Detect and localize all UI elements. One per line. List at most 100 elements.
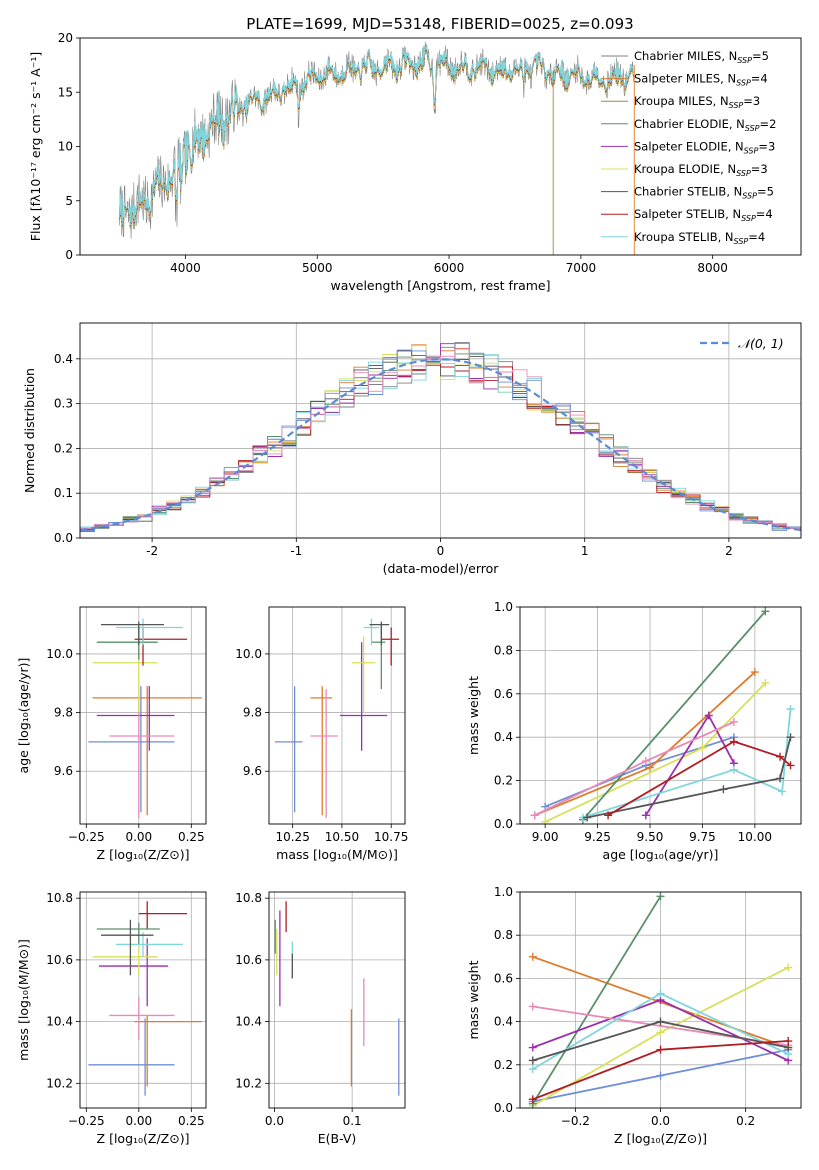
legend-suffix: =4 [756,207,773,221]
data-point [88,1018,175,1096]
y-tick-label: 9.8 [243,706,262,720]
x-tick-label: 10.75 [374,830,408,844]
x-tick-label: −0.2 [561,1114,590,1128]
data-point [339,642,388,751]
y-tick-label: 1.0 [494,600,513,614]
data-point [92,639,158,713]
y-tick-label: 0.3 [54,397,73,411]
legend-sub: SSP [729,101,744,110]
data-point [109,996,175,1041]
x-axis-label: (data-model)/error [383,561,500,576]
legend-sub: SSP [736,79,751,88]
y-tick-label: 0 [65,248,73,262]
x-axis-label: Z [log₁₀(Z/Z⊙)] [97,847,190,862]
x-tick-label: 0.0 [265,1114,284,1128]
y-tick-label: 10.0 [46,647,73,661]
series-marker [729,718,738,727]
legend-sub: SSP [744,146,759,155]
y-tick-label: 0.6 [494,971,513,985]
series [528,989,793,1074]
series-line [607,740,792,817]
legend-label: Kroupa MILES, N [634,94,729,108]
y-tick-label: 10.4 [235,1015,262,1029]
series [528,1037,793,1104]
data-point [138,901,188,930]
series-marker [778,787,787,796]
series-marker [528,1002,537,1011]
data-point [371,624,386,690]
legend-entry: Kroupa STELIB, NSSP=4 [634,230,765,246]
axes-residual_histogram: -2 -1 0 1 2 0.0 0.1 0.2 0.3 0.4 (data-model)/error… [22,322,802,576]
legend-entry: Chabrier STELIB, NSSP=5 [634,185,774,201]
axes-frame [268,606,406,825]
x-tick-label: −0.25 [68,830,105,844]
y-tick-label: 15 [58,85,73,99]
legend-entry: Salpeter STELIB, NSSP=4 [634,207,773,223]
x-tick-label: 0.00 [125,830,152,844]
series-marker [656,1017,665,1026]
legend-suffix: =3 [751,162,768,176]
x-tick-label: 4000 [170,261,201,275]
series-marker [750,668,759,677]
y-tick-label: 10 [58,140,73,154]
legend-entry: Kroupa ELODIE, NSSP=3 [634,162,768,178]
data-point [96,922,160,945]
legend-suffix: =3 [758,139,775,153]
series [530,668,759,820]
legend-entry: Salpeter MILES, NSSP=4 [634,72,768,88]
x-tick-label: -1 [290,544,302,558]
series [528,963,793,1108]
legend-entry: 𝒩(0, 1) [738,336,784,351]
data-point [369,621,390,646]
series-marker [776,752,785,761]
legend-entry: Chabrier ELODIE, NSSP=2 [634,117,776,133]
y-tick-label: 10.2 [235,1076,262,1090]
legend-label: Salpeter ELODIE, N [634,139,744,153]
y-tick-label: 10.2 [46,1076,73,1090]
legend-label: Salpeter STELIB, N [634,207,741,221]
legend-label: Salpeter MILES, N [634,72,736,86]
grid [269,892,405,1108]
series-marker [528,1095,537,1104]
y-tick-label: 5 [65,194,73,208]
grid [80,892,206,1108]
data-point [274,686,303,813]
x-tick-label: 5000 [302,261,333,275]
axes-frame [268,891,406,1109]
y-tick-label: 0.4 [494,730,513,744]
axes-frame [519,606,802,825]
data-point [92,686,202,816]
y-tick-label: 9.6 [243,764,262,778]
y-tick-label: 10.8 [235,891,262,905]
data-point [310,686,333,816]
x-axis-label: wavelength [Angstrom, rest frame] [330,278,550,293]
series [530,718,738,820]
y-tick-label: 10.4 [46,1015,73,1029]
series-marker [528,952,537,961]
plot-area [274,618,400,819]
series-line [582,708,792,819]
series [541,678,770,824]
x-tick-label: 10.50 [325,830,359,844]
x-tick-label: 7000 [566,261,597,275]
figure-title: PLATE=1699, MJD=53148, FIBERID=0025, z=0… [246,15,633,33]
legend-label: Kroupa ELODIE, N [634,162,736,176]
series-marker [729,765,738,774]
series-marker [729,737,738,746]
series-marker [646,763,655,772]
series-marker [784,963,793,972]
x-tick-label: 0.25 [178,830,205,844]
series-marker [656,892,665,901]
legend-label: Chabrier MILES, N [634,49,737,63]
normal-curve [80,358,801,532]
y-axis-label: mass weight [466,676,481,755]
series-marker [656,1071,665,1080]
series-marker [656,989,665,998]
y-axis-label: mass weight [466,960,481,1039]
grid [269,607,405,824]
y-tick-label: 0.8 [494,928,513,942]
series [528,1017,793,1065]
plot-area [88,618,202,819]
series-marker [784,1037,793,1046]
series-marker [761,607,770,616]
